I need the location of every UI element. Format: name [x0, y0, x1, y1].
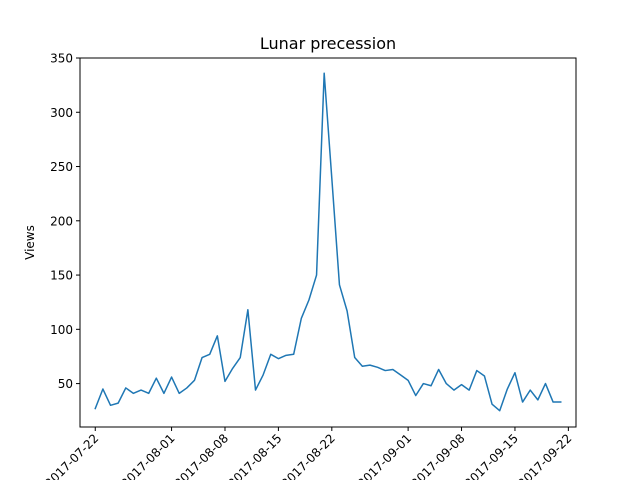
y-tick-label: 50	[58, 377, 73, 391]
series-line	[94, 72, 562, 412]
x-tick-label: 2017-08-01	[118, 431, 177, 480]
y-tick-label: 200	[50, 214, 73, 228]
x-tick-label: 2017-08-08	[172, 431, 231, 480]
x-tick-label: 2017-09-08	[408, 431, 467, 480]
x-axis: 2017-07-22 2017-08-012017-08-082017-08-15…	[42, 427, 574, 480]
y-tick-label: 250	[50, 160, 73, 174]
x-tick-label: 2017-08-15	[225, 431, 284, 480]
y-tick-label: 100	[50, 323, 73, 337]
chart-title: Lunar precession	[260, 34, 396, 53]
y-tick-label: 350	[50, 52, 73, 66]
y-axis: 50 100 150 200 250 300 350	[50, 52, 80, 391]
x-tick-label: 2017-07-22	[42, 431, 101, 480]
series-layer	[94, 72, 562, 412]
plot-frame	[79, 57, 577, 428]
x-tick-label: 2017-09-22	[515, 431, 574, 480]
y-tick-label: 300	[50, 106, 73, 120]
x-tick-label: 2017-09-15	[462, 431, 521, 480]
y-axis-title: Views	[23, 225, 37, 260]
x-tick-label: 2017-09-01	[355, 431, 414, 480]
plot-area	[80, 58, 576, 427]
y-tick-label: 150	[50, 269, 73, 283]
x-tick-label: 2017-08-22	[279, 431, 338, 480]
